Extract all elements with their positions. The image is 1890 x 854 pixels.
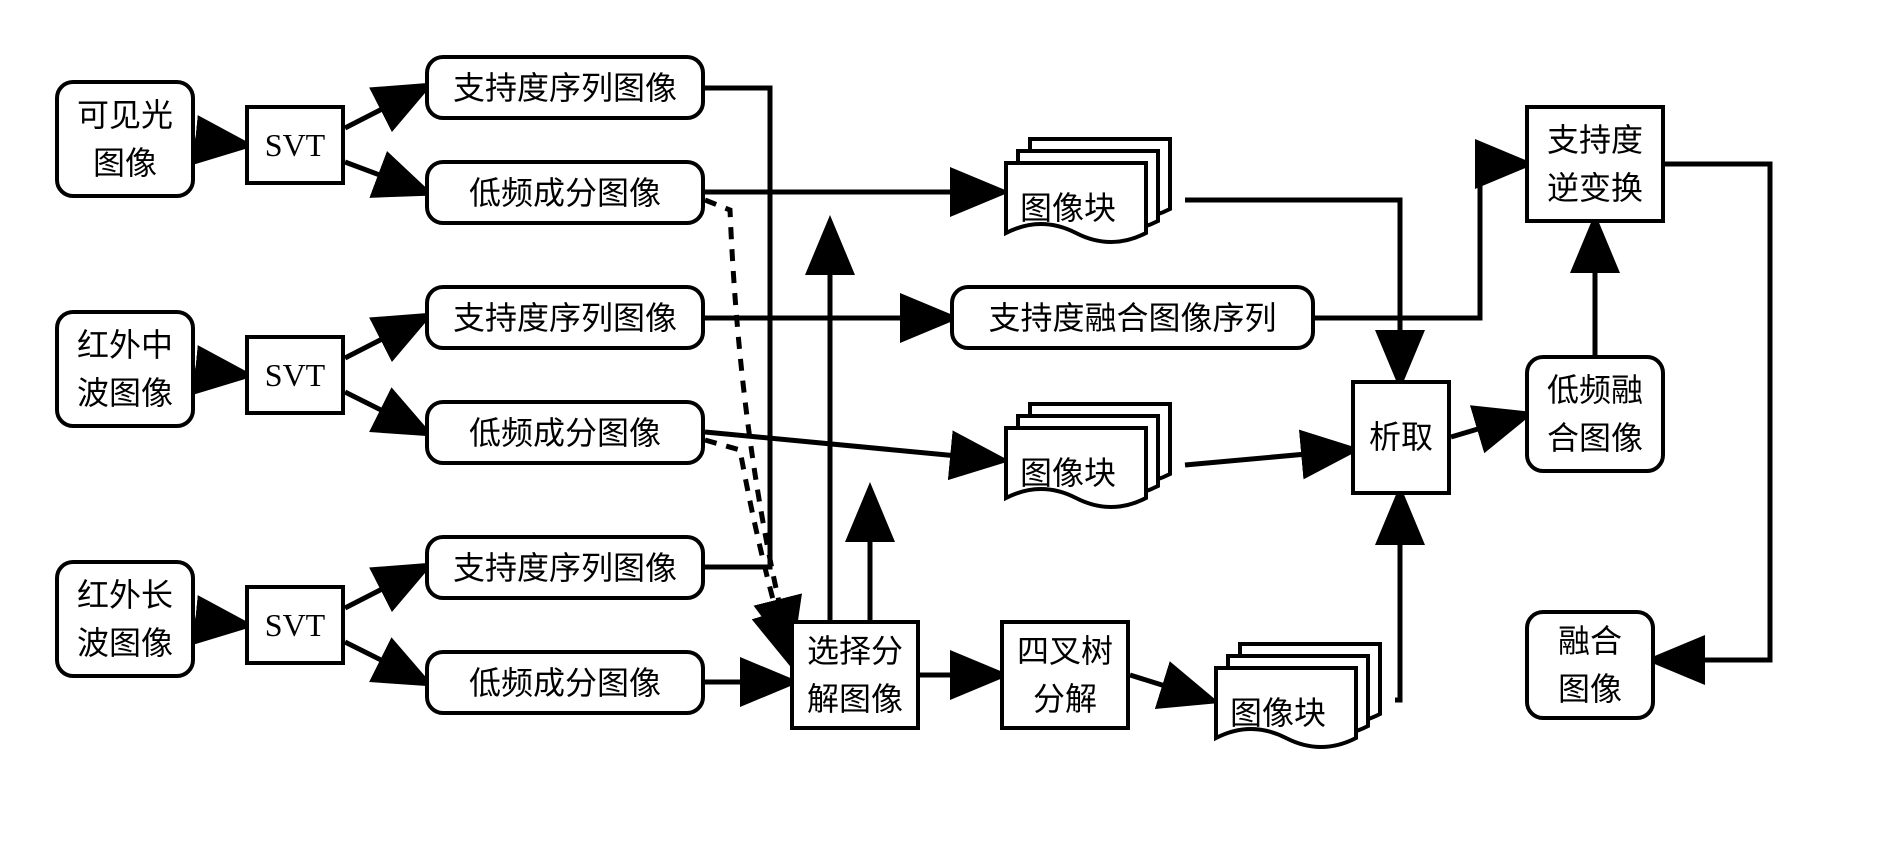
label: 可见光图像 <box>77 91 173 187</box>
label: 四叉树分解 <box>1017 627 1113 723</box>
node-select-decomp: 选择分解图像 <box>790 620 920 730</box>
node-input-visible: 可见光图像 <box>55 80 195 198</box>
label: 选择分解图像 <box>807 627 903 723</box>
node-fusion-seq: 支持度融合图像序列 <box>950 285 1315 350</box>
label: 图像块 <box>1020 183 1116 229</box>
label: SVT <box>265 121 325 169</box>
node-stack-3: 图像块 <box>1210 640 1395 750</box>
label: 低频成分图像 <box>469 409 661 457</box>
label: 图像块 <box>1020 448 1116 494</box>
node-final: 融合图像 <box>1525 610 1655 720</box>
label: 低频成分图像 <box>469 659 661 707</box>
label: 融合图像 <box>1558 617 1622 713</box>
node-low-m: 低频成分图像 <box>425 400 705 465</box>
node-input-mwir: 红外中波图像 <box>55 310 195 428</box>
label: 支持度序列图像 <box>453 544 677 592</box>
label: SVT <box>265 351 325 399</box>
node-sup-m: 支持度序列图像 <box>425 285 705 350</box>
label: 红外长波图像 <box>77 571 173 667</box>
label: 支持度融合图像序列 <box>988 294 1276 342</box>
label: 图像块 <box>1230 688 1326 734</box>
label: 红外中波图像 <box>77 321 173 417</box>
node-svt-l: SVT <box>245 585 345 665</box>
label: 析取 <box>1369 412 1433 463</box>
label: 支持度逆变换 <box>1547 116 1643 212</box>
node-disjunction: 析取 <box>1351 380 1451 495</box>
node-inverse: 支持度逆变换 <box>1525 105 1665 223</box>
label: SVT <box>265 601 325 649</box>
label: 支持度序列图像 <box>453 64 677 112</box>
node-low-l: 低频成分图像 <box>425 650 705 715</box>
node-lowfreq-fused: 低频融合图像 <box>1525 355 1665 473</box>
node-input-lwir: 红外长波图像 <box>55 560 195 678</box>
label: 支持度序列图像 <box>453 294 677 342</box>
node-low-v: 低频成分图像 <box>425 160 705 225</box>
label: 低频融合图像 <box>1547 366 1643 462</box>
node-svt-v: SVT <box>245 105 345 185</box>
node-stack-2: 图像块 <box>1000 400 1185 510</box>
node-sup-v: 支持度序列图像 <box>425 55 705 120</box>
node-sup-l: 支持度序列图像 <box>425 535 705 600</box>
node-quadtree: 四叉树分解 <box>1000 620 1130 730</box>
node-svt-m: SVT <box>245 335 345 415</box>
label: 低频成分图像 <box>469 169 661 217</box>
node-stack-1: 图像块 <box>1000 135 1185 245</box>
